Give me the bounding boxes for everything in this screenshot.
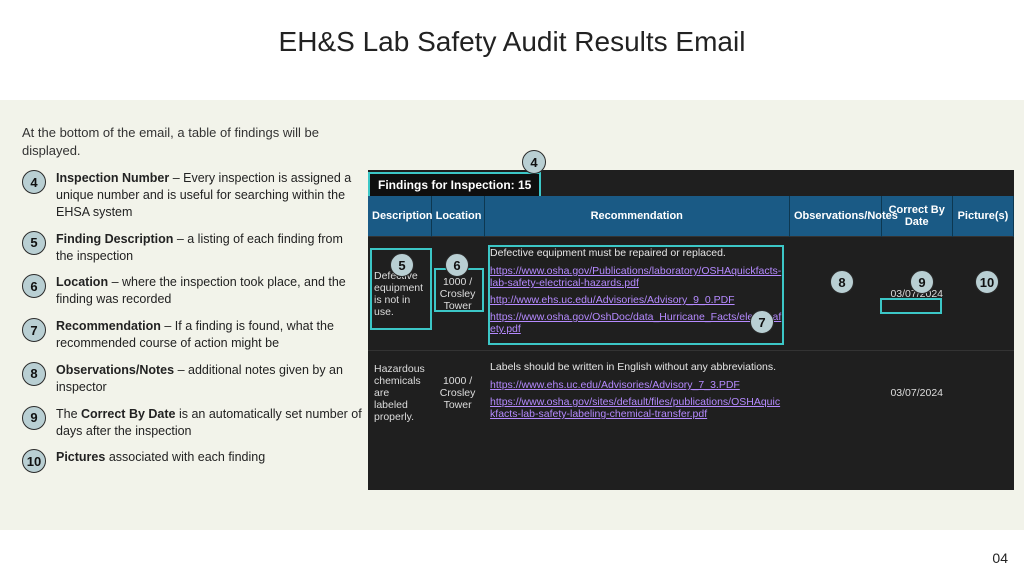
legend-number-circle: 4	[22, 170, 46, 194]
page-number: 04	[992, 550, 1008, 566]
callout-5: 5	[390, 253, 414, 277]
legend-number-circle: 7	[22, 318, 46, 342]
table-cell: 1000 / Crosley Tower	[431, 351, 484, 436]
legend-item: 5 Finding Description – a listing of each…	[22, 231, 362, 265]
callout-6: 6	[445, 253, 469, 277]
legend-item: 8 Observations/Notes – additional notes g…	[22, 362, 362, 396]
table-row: Hazardous chemicals are labeled properly…	[368, 351, 1014, 436]
table-column-header: Recommendation	[484, 196, 789, 237]
legend-text: Pictures associated with each finding	[56, 449, 265, 466]
table-cell: 03/07/2024	[881, 237, 952, 351]
callout-7: 7	[750, 310, 774, 334]
legend-number-circle: 10	[22, 449, 46, 473]
legend-number-circle: 9	[22, 406, 46, 430]
legend-item: 4 Inspection Number – Every inspection is…	[22, 170, 362, 221]
callout-8: 8	[830, 270, 854, 294]
callout-10: 10	[975, 270, 999, 294]
table-cell: Hazardous chemicals are labeled properly…	[368, 351, 431, 436]
table-row: Defective equipment is not in use.1000 /…	[368, 237, 1014, 351]
recommendation-link[interactable]: http://www.ehs.uc.edu/Advisories/Advisor…	[490, 294, 783, 306]
inspection-number: 15	[518, 178, 531, 192]
recommendation-link[interactable]: https://www.ehs.uc.edu/Advisories/Adviso…	[490, 379, 783, 391]
table-column-header: Picture(s)	[952, 196, 1013, 237]
legend-text: Location – where the inspection took pla…	[56, 274, 362, 308]
table-column-header: Location	[431, 196, 484, 237]
table-cell	[789, 237, 881, 351]
legend-item: 7 Recommendation – If a finding is found,…	[22, 318, 362, 352]
legend-item: 6 Location – where the inspection took pl…	[22, 274, 362, 308]
table-column-header: Observations/Notes	[789, 196, 881, 237]
legend-text: The Correct By Date is an automatically …	[56, 406, 362, 440]
table-cell	[952, 351, 1013, 436]
callout-9: 9	[910, 270, 934, 294]
panel-header: Findings for Inspection: 15	[368, 172, 541, 196]
table-cell: 03/07/2024	[881, 351, 952, 436]
legend-text: Observations/Notes – additional notes gi…	[56, 362, 362, 396]
table-cell: Labels should be written in English with…	[484, 351, 789, 436]
callout-4: 4	[522, 150, 546, 174]
legend-item: 9 The Correct By Date is an automatically…	[22, 406, 362, 440]
legend-text: Finding Description – a listing of each …	[56, 231, 362, 265]
page-title: EH&S Lab Safety Audit Results Email	[0, 26, 1024, 58]
legend-text: Inspection Number – Every inspection is …	[56, 170, 362, 221]
panel-header-prefix: Findings for Inspection:	[378, 178, 518, 192]
legend-text: Recommendation – If a finding is found, …	[56, 318, 362, 352]
legend-number-circle: 8	[22, 362, 46, 386]
table-cell	[789, 351, 881, 436]
content-band: At the bottom of the email, a table of f…	[0, 100, 1024, 530]
slide: EH&S Lab Safety Audit Results Email At t…	[0, 0, 1024, 576]
findings-panel: Findings for Inspection: 15 DescriptionL…	[368, 170, 1014, 490]
intro-text: At the bottom of the email, a table of f…	[22, 124, 352, 159]
table-column-header: Description	[368, 196, 431, 237]
legend-list: 4 Inspection Number – Every inspection is…	[22, 170, 362, 483]
table-cell: Defective equipment must be repaired or …	[484, 237, 789, 351]
recommendation-link[interactable]: https://www.osha.gov/Publications/labora…	[490, 265, 783, 289]
recommendation-link[interactable]: https://www.osha.gov/OshDoc/data_Hurrica…	[490, 311, 783, 335]
recommendation-link[interactable]: https://www.osha.gov/sites/default/files…	[490, 396, 783, 420]
legend-number-circle: 6	[22, 274, 46, 298]
legend-number-circle: 5	[22, 231, 46, 255]
findings-table: DescriptionLocationRecommendationObserva…	[368, 196, 1014, 435]
legend-item: 10 Pictures associated with each finding	[22, 449, 362, 473]
table-header-row: DescriptionLocationRecommendationObserva…	[368, 196, 1014, 237]
